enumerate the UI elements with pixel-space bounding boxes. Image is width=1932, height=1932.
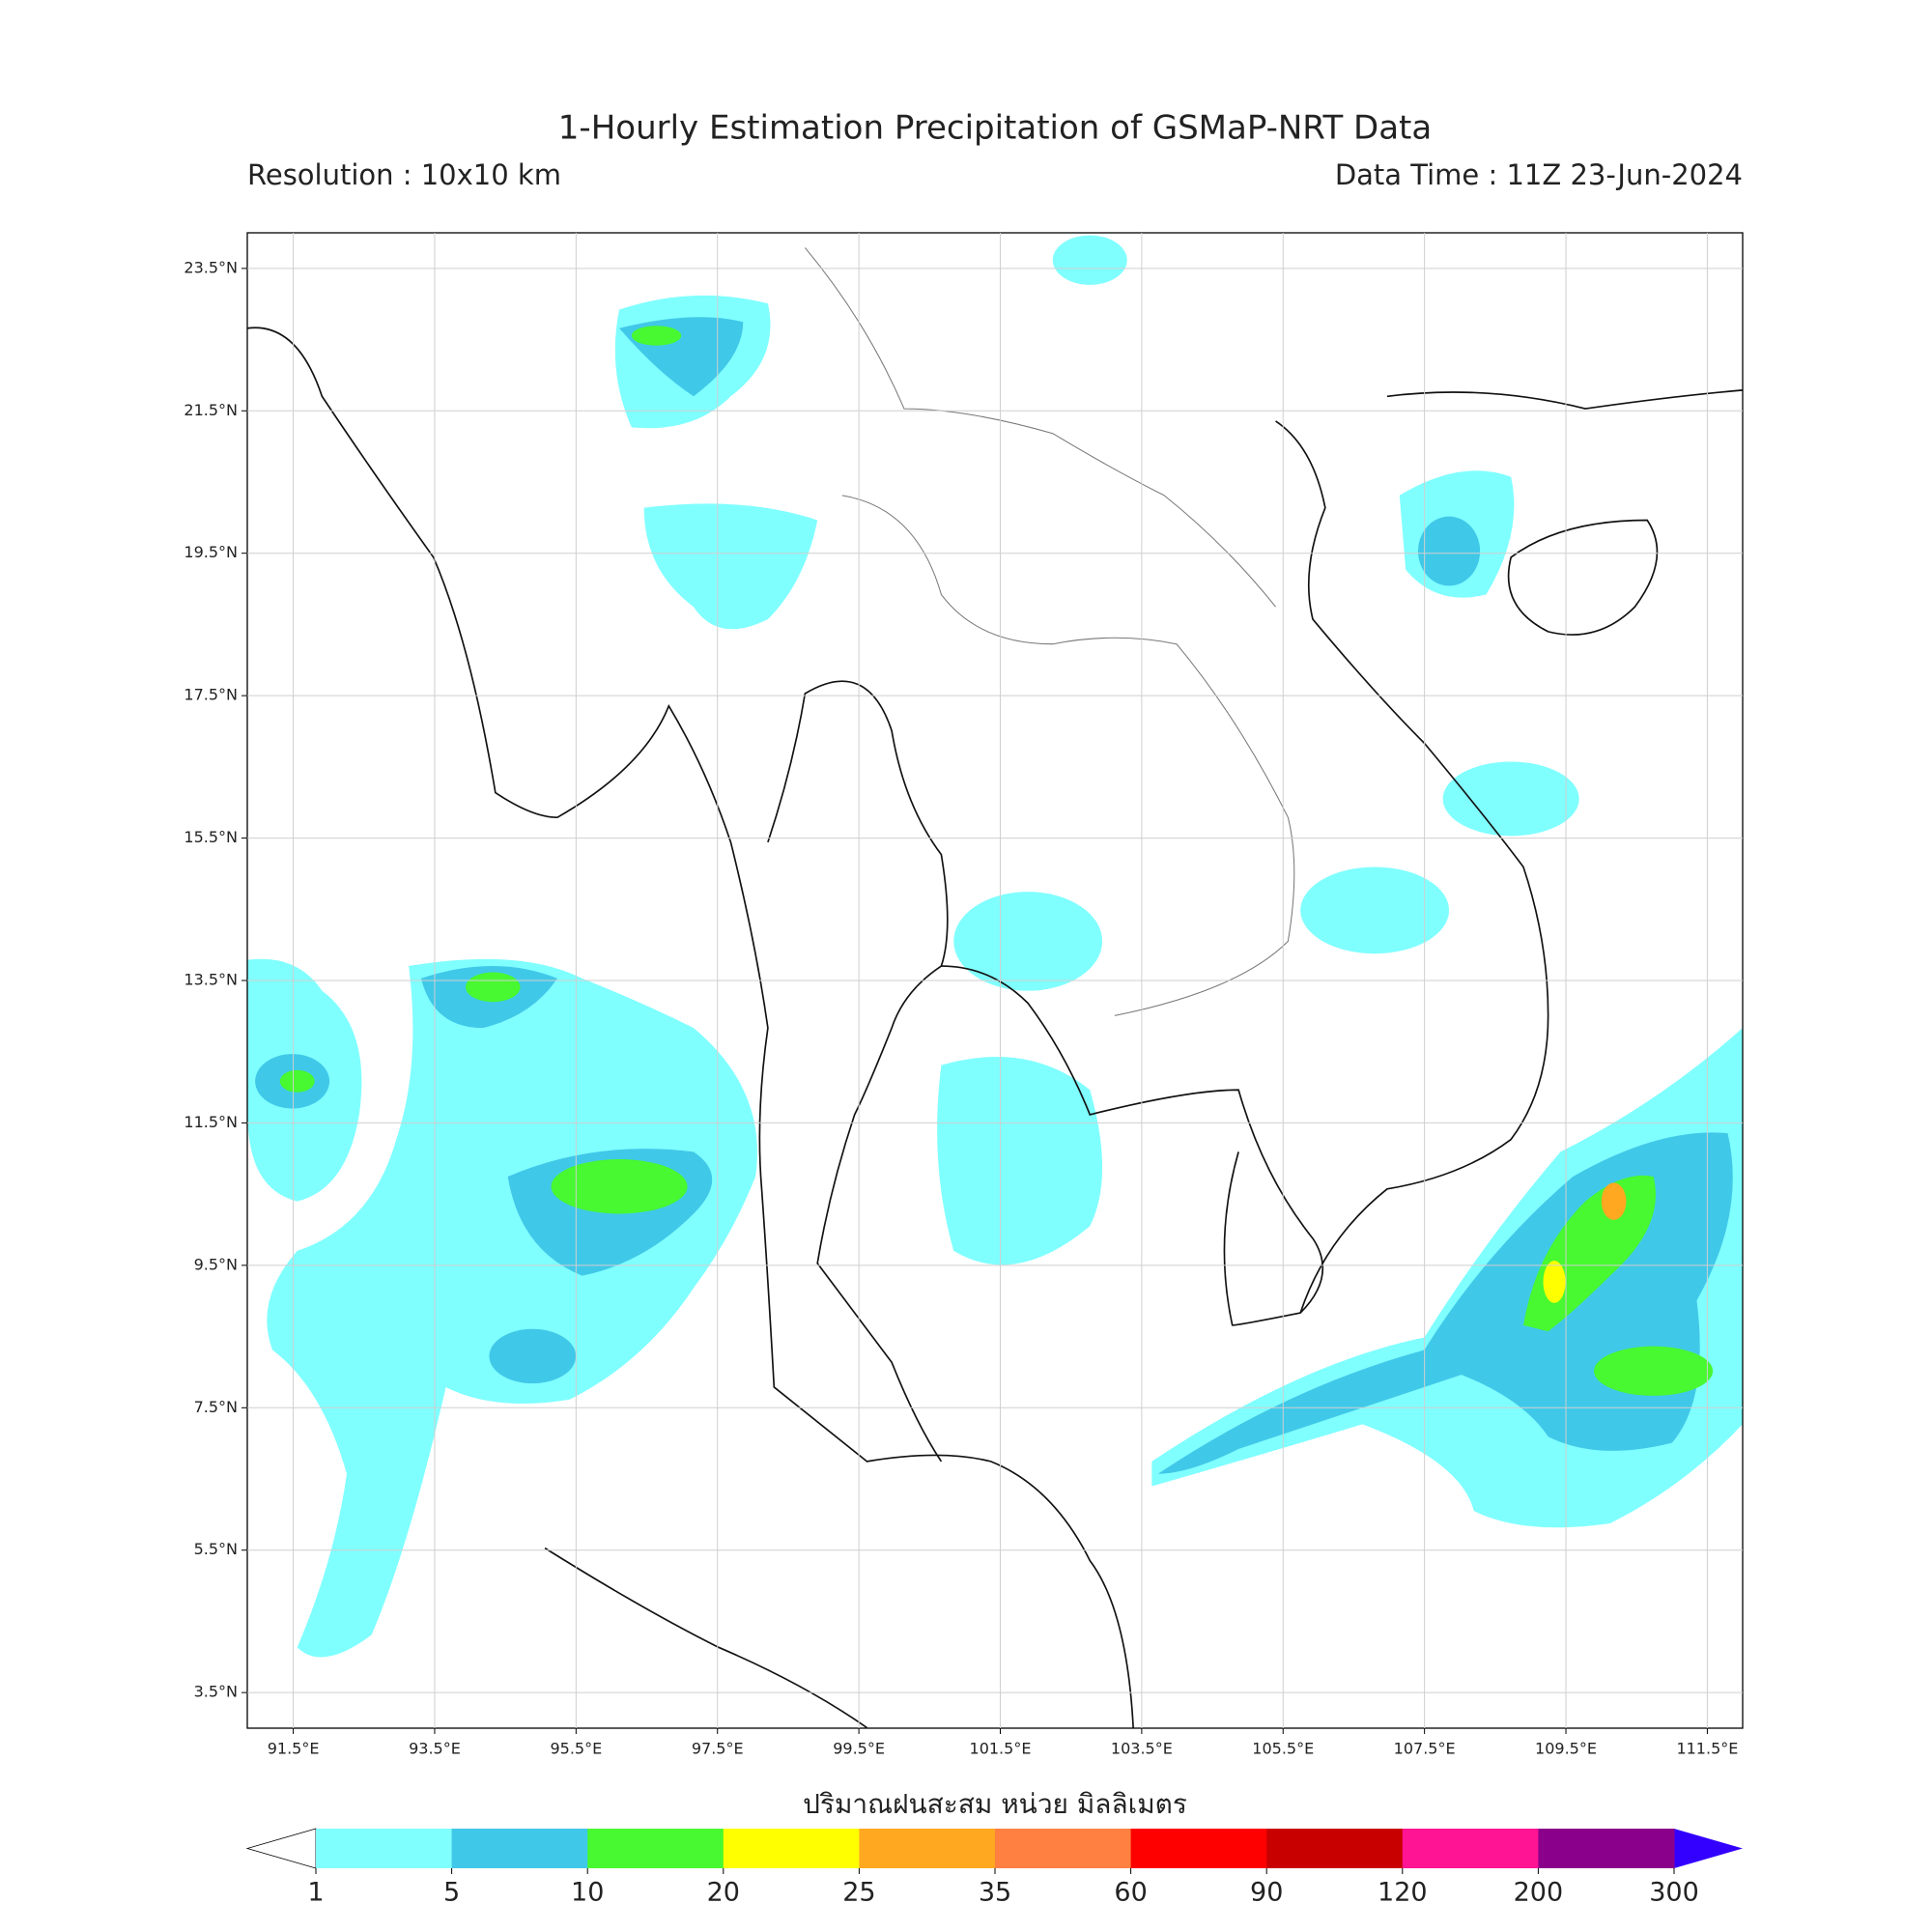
colorbar-label: ปริมาณฝนสะสม หน่วย มิลลิเมตร: [803, 1788, 1187, 1820]
x-tick-label: 97.5°E: [692, 1740, 744, 1758]
y-tick-label: 15.5°N: [184, 828, 238, 846]
x-tick-label: 91.5°E: [268, 1740, 320, 1758]
colorbar-segment: [1266, 1829, 1404, 1868]
colorbar-tick-label: 1: [307, 1878, 324, 1908]
x-tick-label: 103.5°E: [1111, 1740, 1173, 1758]
y-tick-label: 5.5°N: [194, 1540, 238, 1558]
y-tick-label: 3.5°N: [194, 1683, 238, 1701]
map-layers: [247, 235, 1743, 1728]
colorbar-tick-label: 120: [1378, 1878, 1428, 1908]
colorbar-segment: [723, 1829, 860, 1868]
colorbar-tick-label: 25: [842, 1878, 875, 1908]
x-tick-label: 101.5°E: [970, 1740, 1032, 1758]
y-tick-label: 11.5°N: [184, 1113, 238, 1131]
colorbar-segment: [1538, 1829, 1675, 1868]
colorbar-under: [245, 1828, 317, 1869]
colorbar-segment: [587, 1829, 724, 1868]
y-tick-label: 7.5°N: [194, 1398, 238, 1416]
colorbar-segment: [316, 1829, 453, 1868]
y-tick-label: 13.5°N: [184, 971, 238, 989]
resolution: Resolution : 10x10 km: [247, 158, 561, 191]
colorbar-tick-label: 300: [1649, 1878, 1699, 1908]
colorbar-tick-label: 10: [571, 1878, 604, 1908]
colorbar-tick-label: 90: [1250, 1878, 1283, 1908]
x-tick-label: 107.5°E: [1394, 1740, 1456, 1758]
y-tick-label: 21.5°N: [184, 401, 238, 419]
y-tick-label: 23.5°N: [184, 258, 238, 276]
data-time: Data Time : 11Z 23-Jun-2024: [1335, 158, 1743, 191]
colorbar-over: [1674, 1829, 1743, 1868]
precipitation: [247, 235, 1743, 1658]
title: 1-Hourly Estimation Precipitation of GSM…: [558, 109, 1432, 148]
colorbar-tick-label: 5: [443, 1878, 460, 1908]
colorbar-tick-label: 35: [979, 1878, 1011, 1908]
colorbar-segment: [451, 1829, 588, 1868]
y-tick-label: 19.5°N: [184, 543, 238, 561]
colorbar-segment: [859, 1829, 996, 1868]
colorbar-segment: [995, 1829, 1132, 1868]
colorbar-tick-label: 20: [707, 1878, 740, 1908]
x-tick-label: 105.5°E: [1252, 1740, 1314, 1758]
x-tick-label: 93.5°E: [409, 1740, 461, 1758]
x-tick-label: 95.5°E: [550, 1740, 602, 1758]
colorbar-tick-label: 60: [1114, 1878, 1147, 1908]
colorbar-tick-label: 200: [1514, 1878, 1564, 1908]
x-tick-label: 99.5°E: [833, 1740, 885, 1758]
x-tick-label: 109.5°E: [1535, 1740, 1597, 1758]
colorbar-segment: [1402, 1829, 1539, 1868]
y-tick-label: 17.5°N: [184, 686, 238, 704]
x-tick-label: 111.5°E: [1676, 1740, 1738, 1758]
y-tick-label: 9.5°N: [194, 1255, 238, 1273]
colorbar-segment: [1130, 1829, 1267, 1868]
